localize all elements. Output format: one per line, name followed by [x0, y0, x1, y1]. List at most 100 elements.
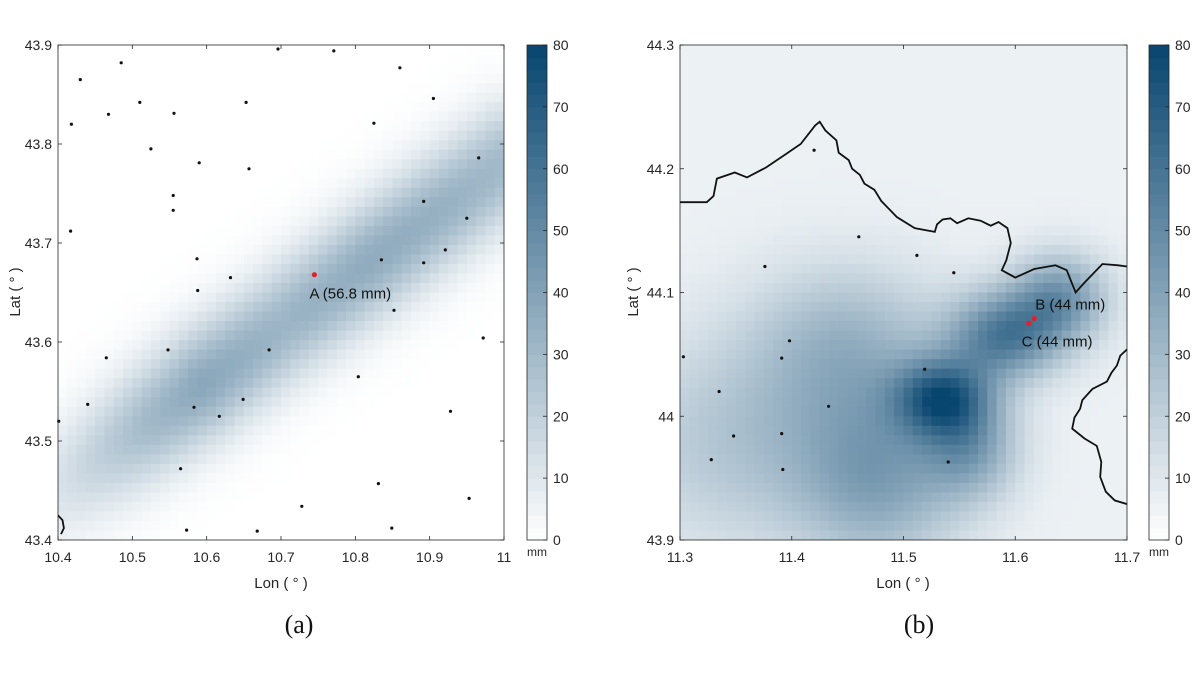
field-cell: [754, 121, 765, 132]
field-cell: [782, 73, 793, 84]
field-cell: [253, 387, 264, 398]
field-cell: [466, 273, 477, 284]
field-cell: [959, 235, 970, 246]
field-cell: [903, 45, 914, 56]
field-cell: [1080, 64, 1091, 75]
field-cell: [392, 282, 403, 294]
field-cell: [253, 292, 264, 303]
field-cell: [346, 302, 356, 313]
panel-b: B (44 mm)C (44 mm) 11.3 11.4 11.5 11.6 11.7 …: [625, 37, 1191, 639]
field-cell: [1061, 340, 1072, 351]
field-cell: [931, 159, 942, 170]
field-cell: [1033, 482, 1044, 493]
field-cell: [132, 473, 143, 484]
field-cell: [745, 435, 756, 446]
field-cell: [485, 501, 496, 513]
field-cell: [429, 530, 440, 540]
field-cell: [717, 520, 728, 532]
field-cell: [401, 102, 412, 113]
field-cell: [978, 444, 988, 455]
field-cell: [485, 511, 496, 522]
field-cell: [1052, 492, 1063, 503]
field-cell: [987, 282, 998, 294]
field-cell: [234, 244, 245, 256]
field-cell: [996, 45, 1007, 56]
field-cell: [58, 45, 68, 56]
field-cell: [922, 416, 933, 427]
field-cell: [773, 45, 784, 56]
field-cell: [113, 121, 124, 132]
field-cell: [680, 216, 690, 227]
field-cell: [132, 263, 143, 275]
field-cell: [373, 425, 384, 436]
field-cell: [383, 444, 394, 455]
field-cell: [318, 159, 329, 170]
field-cell: [271, 444, 282, 455]
field-cell: [150, 111, 161, 122]
field-cell: [680, 416, 690, 427]
field-cell: [922, 530, 933, 540]
field-cell: [85, 235, 96, 246]
field-cell: [819, 340, 830, 351]
field-cell: [485, 330, 496, 341]
field-cell: [494, 102, 504, 113]
field-cell: [745, 330, 756, 341]
field-cell: [160, 368, 171, 379]
field-cell: [810, 54, 821, 65]
field-cell: [160, 321, 171, 332]
field-cell: [763, 444, 774, 455]
field-cell: [494, 387, 504, 398]
field-cell: [773, 444, 784, 455]
field-cell: [76, 349, 87, 360]
field-cell: [85, 83, 96, 94]
field-cell: [197, 54, 208, 65]
field-cell: [801, 83, 811, 94]
field-cell: [76, 321, 87, 332]
field-cell: [1071, 321, 1082, 332]
field-cell: [355, 273, 366, 284]
field-cell: [420, 520, 431, 532]
field-cell: [169, 102, 180, 113]
field-cell: [67, 463, 78, 474]
field-cell: [401, 149, 412, 160]
field-cell: [76, 359, 87, 370]
field-cell: [355, 73, 366, 84]
field-cell: [318, 368, 329, 379]
field-cell: [1043, 168, 1054, 179]
field-cell: [940, 64, 951, 75]
field-cell: [875, 530, 886, 540]
field-cell: [884, 92, 895, 103]
field-cell: [940, 187, 951, 198]
field-cell: [856, 244, 867, 256]
field-cell: [931, 501, 942, 513]
field-cell: [197, 349, 208, 360]
field-cell: [978, 73, 988, 84]
field-cell: [819, 187, 830, 198]
field-cell: [113, 520, 124, 532]
field-cell: [85, 397, 96, 408]
field-cell: [67, 492, 78, 503]
field-cell: [726, 321, 737, 332]
station-marker: [69, 122, 73, 126]
field-cell: [132, 292, 143, 303]
field-cell: [959, 435, 970, 446]
field-cell: [763, 492, 774, 503]
field-cell: [494, 45, 504, 56]
field-cell: [707, 406, 718, 417]
field-cell: [290, 225, 301, 236]
field-cell: [299, 454, 310, 465]
field-cell: [420, 311, 431, 322]
field-cell: [271, 149, 282, 160]
field-cell: [448, 425, 459, 436]
field-cell: [178, 83, 189, 94]
field-cell: [847, 282, 858, 294]
field-cell: [364, 140, 375, 151]
field-cell: [169, 282, 180, 294]
field-cell: [104, 102, 115, 113]
field-cell: [903, 492, 914, 503]
field-cell: [225, 444, 236, 455]
field-cell: [457, 121, 468, 132]
field-cell: [1071, 302, 1082, 313]
field-cell: [819, 425, 830, 436]
field-cell: [894, 206, 905, 217]
